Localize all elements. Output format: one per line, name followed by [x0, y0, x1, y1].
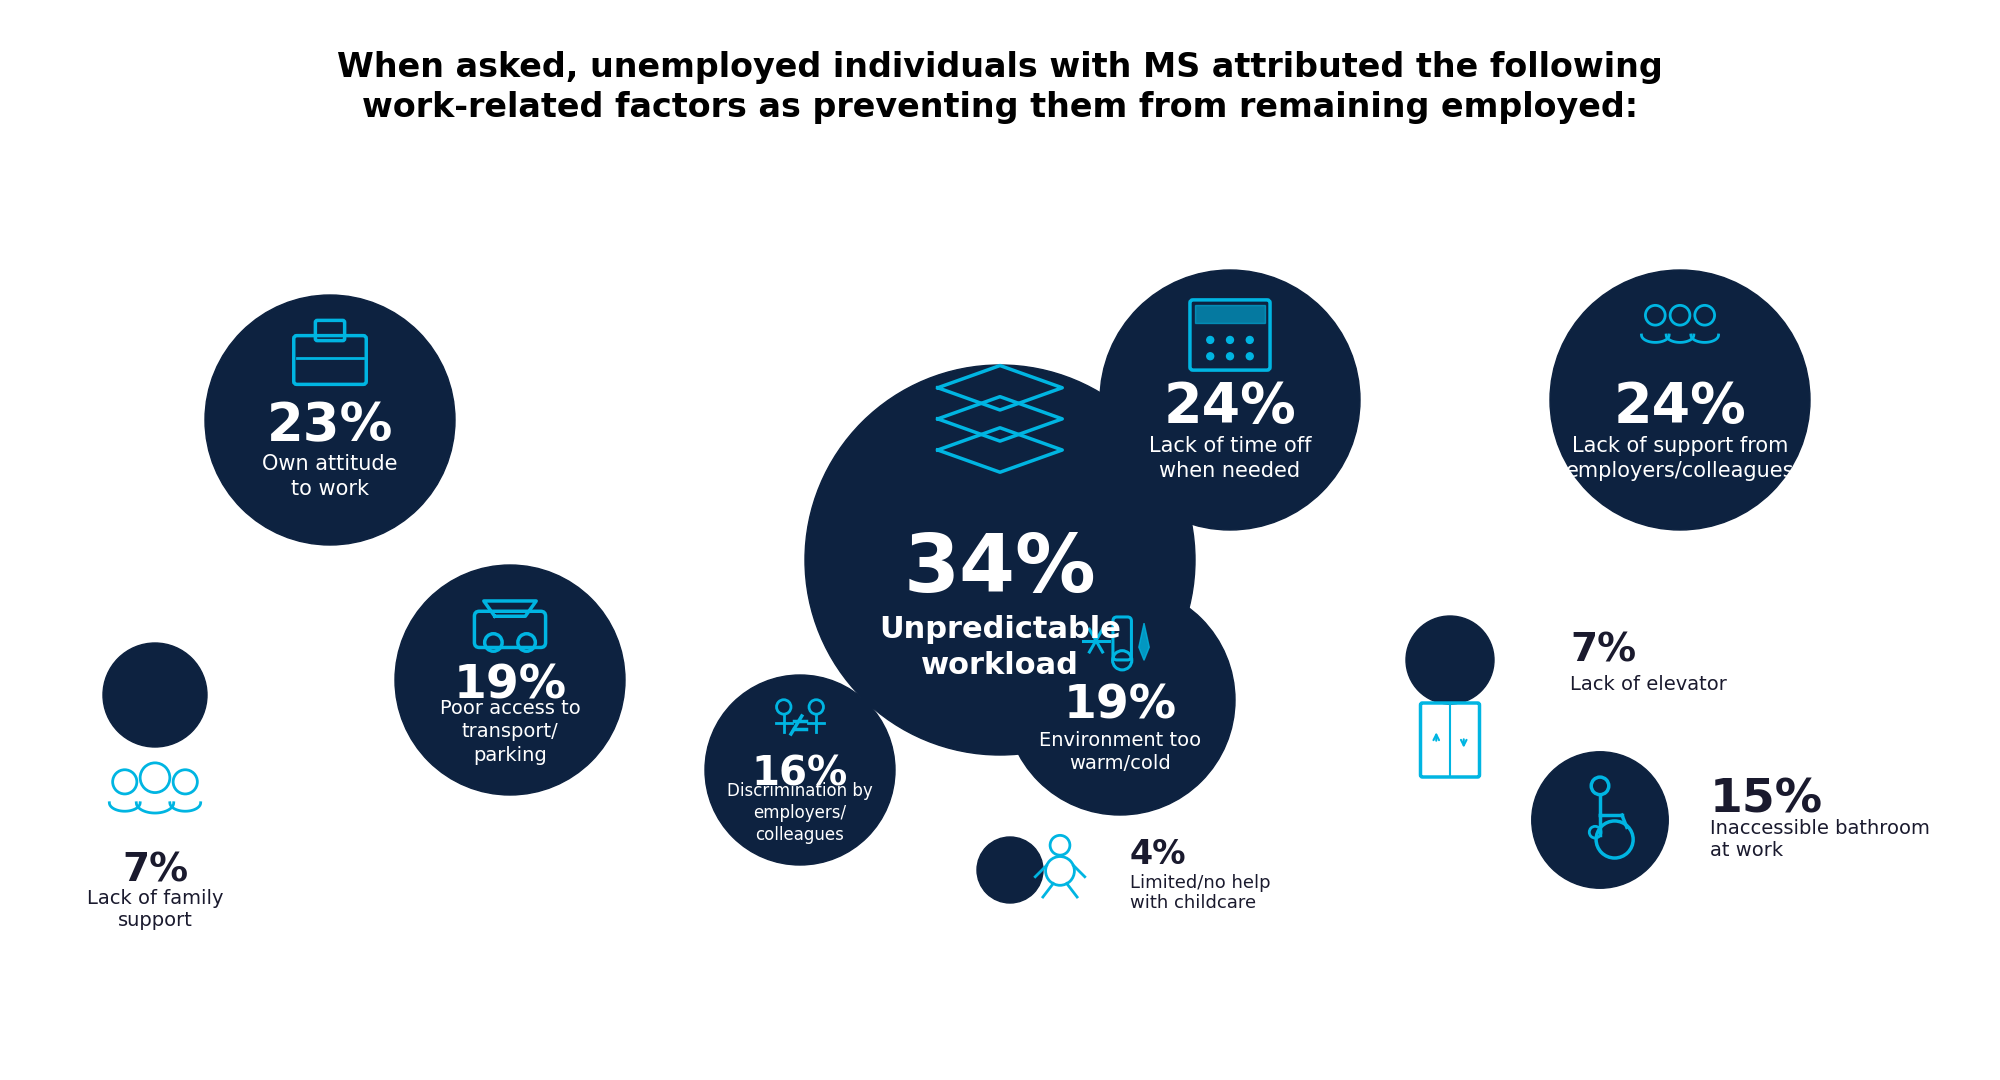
Text: work-related factors as preventing them from remaining employed:: work-related factors as preventing them …: [362, 92, 1638, 124]
Circle shape: [1246, 337, 1254, 343]
Text: 23%: 23%: [266, 401, 394, 453]
Circle shape: [1226, 353, 1234, 360]
Circle shape: [1550, 270, 1810, 530]
Text: Poor access to
transport/
parking: Poor access to transport/ parking: [440, 699, 580, 765]
Circle shape: [206, 295, 456, 545]
Text: 19%: 19%: [1064, 684, 1176, 728]
Text: Lack of family
support: Lack of family support: [86, 890, 224, 931]
Bar: [1194, 305, 1266, 323]
Text: Inaccessible bathroom
at work: Inaccessible bathroom at work: [1710, 820, 1930, 861]
Circle shape: [396, 565, 624, 795]
Text: When asked, unemployed individuals with MS attributed the following: When asked, unemployed individuals with …: [338, 52, 1662, 84]
Text: Lack of elevator: Lack of elevator: [1570, 675, 1726, 694]
Text: Environment too
warm/cold: Environment too warm/cold: [1038, 730, 1202, 773]
Circle shape: [976, 837, 1044, 903]
Circle shape: [1206, 353, 1214, 360]
Text: 15%: 15%: [1710, 778, 1824, 823]
Circle shape: [704, 675, 896, 865]
Circle shape: [804, 365, 1196, 755]
Circle shape: [1226, 337, 1234, 343]
Text: 24%: 24%: [1614, 379, 1746, 433]
Circle shape: [1246, 353, 1254, 360]
Circle shape: [104, 643, 208, 747]
Text: 4%: 4%: [1130, 838, 1186, 872]
Text: 7%: 7%: [1570, 631, 1636, 669]
Text: 7%: 7%: [122, 851, 188, 889]
Text: Limited/no help
with childcare: Limited/no help with childcare: [1130, 874, 1270, 913]
Circle shape: [1006, 585, 1236, 815]
Text: Discrimination by
employers/
colleagues: Discrimination by employers/ colleagues: [728, 782, 872, 843]
Text: 34%: 34%: [904, 530, 1096, 609]
Text: Lack of time off
when needed: Lack of time off when needed: [1148, 436, 1312, 481]
Text: Lack of support from
employers/colleagues: Lack of support from employers/colleague…: [1566, 436, 1794, 481]
Circle shape: [1406, 616, 1494, 704]
Circle shape: [1206, 337, 1214, 343]
Circle shape: [1100, 270, 1360, 530]
Text: 19%: 19%: [454, 663, 566, 708]
Text: Unpredictable
workload: Unpredictable workload: [880, 616, 1120, 680]
Circle shape: [1532, 752, 1668, 888]
Text: Own attitude
to work: Own attitude to work: [262, 454, 398, 499]
Polygon shape: [1138, 623, 1150, 660]
Text: 24%: 24%: [1164, 379, 1296, 433]
Text: 16%: 16%: [752, 755, 848, 795]
